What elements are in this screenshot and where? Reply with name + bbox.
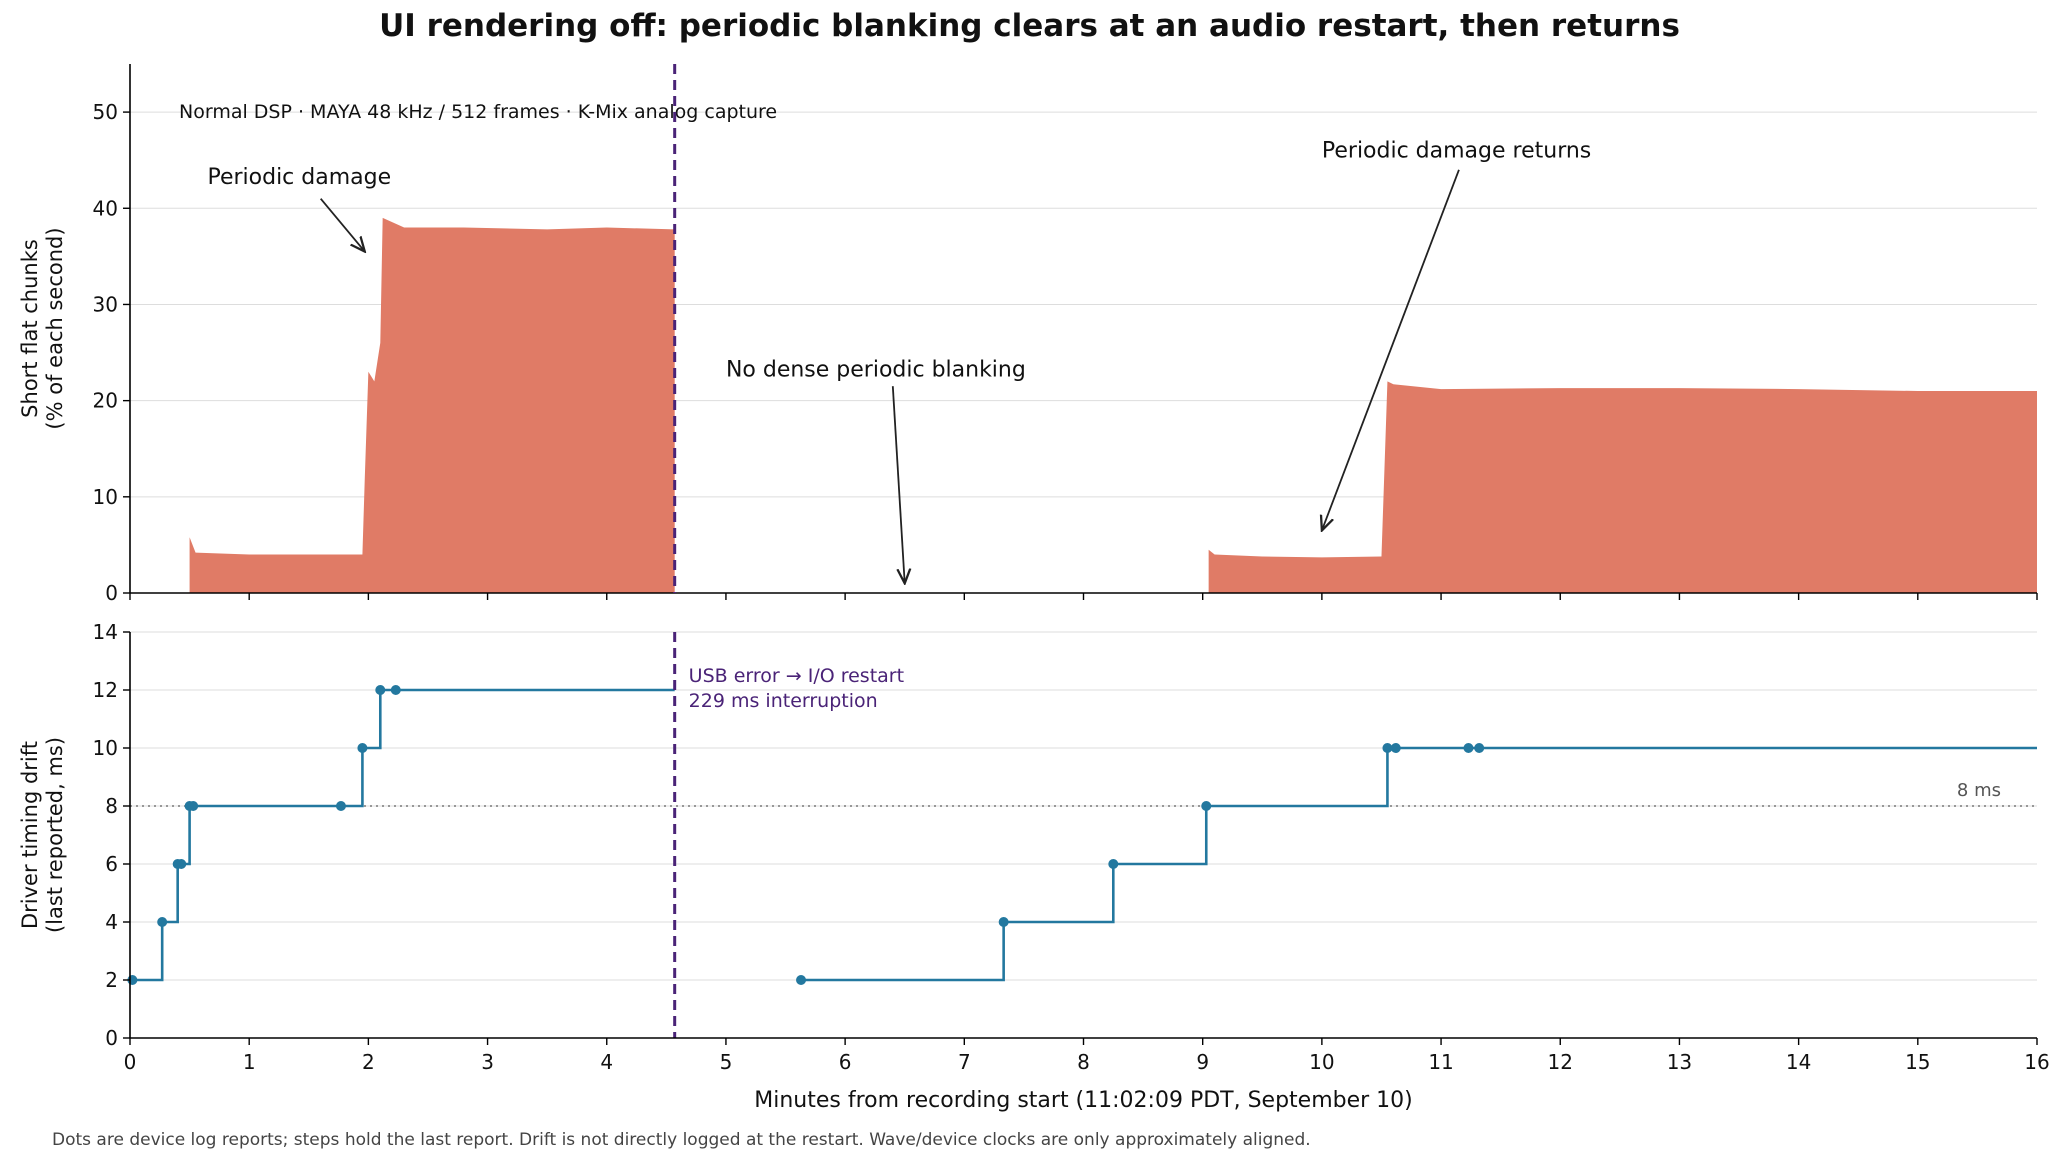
drift-report-dot [1382,743,1393,753]
chart-title: UI rendering off: periodic blanking clea… [379,8,1680,44]
x-tick-label: 11 [1428,1050,1453,1074]
bottom-y-tick-label: 8 [105,794,118,818]
x-tick-label: 7 [958,1050,971,1074]
top-y-tick-label: 20 [93,389,118,413]
top-y-axis-label: Short flat chunks [18,239,42,418]
drift-report-dot [796,975,807,985]
x-tick-label: 16 [2024,1050,2049,1074]
x-tick-label: 6 [839,1050,852,1074]
x-tick-label: 0 [124,1050,137,1074]
top-y-tick-label: 30 [93,292,118,316]
restart-label: USB error → I/O restart [689,665,904,687]
bottom-y-axis-label: (last reported, ms) [43,737,67,933]
x-tick-label: 3 [481,1050,494,1074]
bottom-y-tick-label: 12 [93,678,118,702]
drift-report-dot [188,801,199,811]
damage-area-1 [1208,381,2037,593]
annotation-text-1: No dense periodic blanking [726,358,1026,383]
x-tick-label: 13 [1667,1050,1692,1074]
bottom-y-tick-label: 6 [105,852,118,876]
threshold-label: 8 ms [1957,780,2001,801]
drift-report-dot [357,743,368,753]
top-y-axis-label: (% of each second) [43,227,67,429]
drift-report-dot [998,917,1009,927]
x-tick-label: 9 [1196,1050,1209,1074]
drift-report-dot [1390,743,1401,753]
x-tick-label: 8 [1077,1050,1090,1074]
annotation-arrow-2 [1322,169,1460,531]
top-y-tick-label: 40 [93,196,118,220]
x-tick-label: 2 [362,1050,375,1074]
top-y-tick-label: 0 [105,581,118,605]
info-text: Normal DSP · MAYA 48 kHz / 512 frames · … [179,101,777,123]
annotation-text-2: Periodic damage returns [1322,138,1591,163]
drift-step-line-0 [132,688,675,982]
restart-label: 229 ms interruption [689,690,878,712]
annotation-arrow-0 [320,198,365,252]
drift-report-dot [390,685,401,695]
bottom-y-tick-label: 14 [93,620,118,644]
x-tick-label: 12 [1548,1050,1573,1074]
drift-report-dot [1201,801,1212,811]
top-y-tick-label: 10 [93,485,118,509]
drift-report-dot [176,859,187,869]
x-tick-label: 15 [1905,1050,1930,1074]
drift-report-dot [1108,859,1119,869]
footer-note: Dots are device log reports; steps hold … [52,1130,1311,1150]
drift-report-dot [335,801,346,811]
bottom-y-tick-label: 10 [93,736,118,760]
bottom-y-axis-label: Driver timing drift [18,741,42,929]
drift-report-dot [1474,743,1485,753]
drift-report-dot [375,685,386,695]
x-tick-label: 1 [243,1050,256,1074]
drift-report-dot [157,917,168,927]
annotation-arrow-1 [891,386,905,583]
x-tick-label: 5 [720,1050,733,1074]
bottom-y-tick-label: 0 [105,1026,118,1050]
drift-report-dot [1463,743,1474,753]
top-y-tick-label: 50 [93,100,118,124]
damage-area-0 [189,217,675,593]
bottom-y-tick-label: 2 [105,968,118,992]
x-tick-label: 10 [1309,1050,1334,1074]
annotation-text-0: Periodic damage [207,165,391,190]
x-tick-label: 4 [600,1050,613,1074]
bottom-y-tick-label: 4 [105,910,118,934]
x-axis-label: Minutes from recording start (11:02:09 P… [754,1088,1413,1113]
x-tick-label: 14 [1786,1050,1811,1074]
